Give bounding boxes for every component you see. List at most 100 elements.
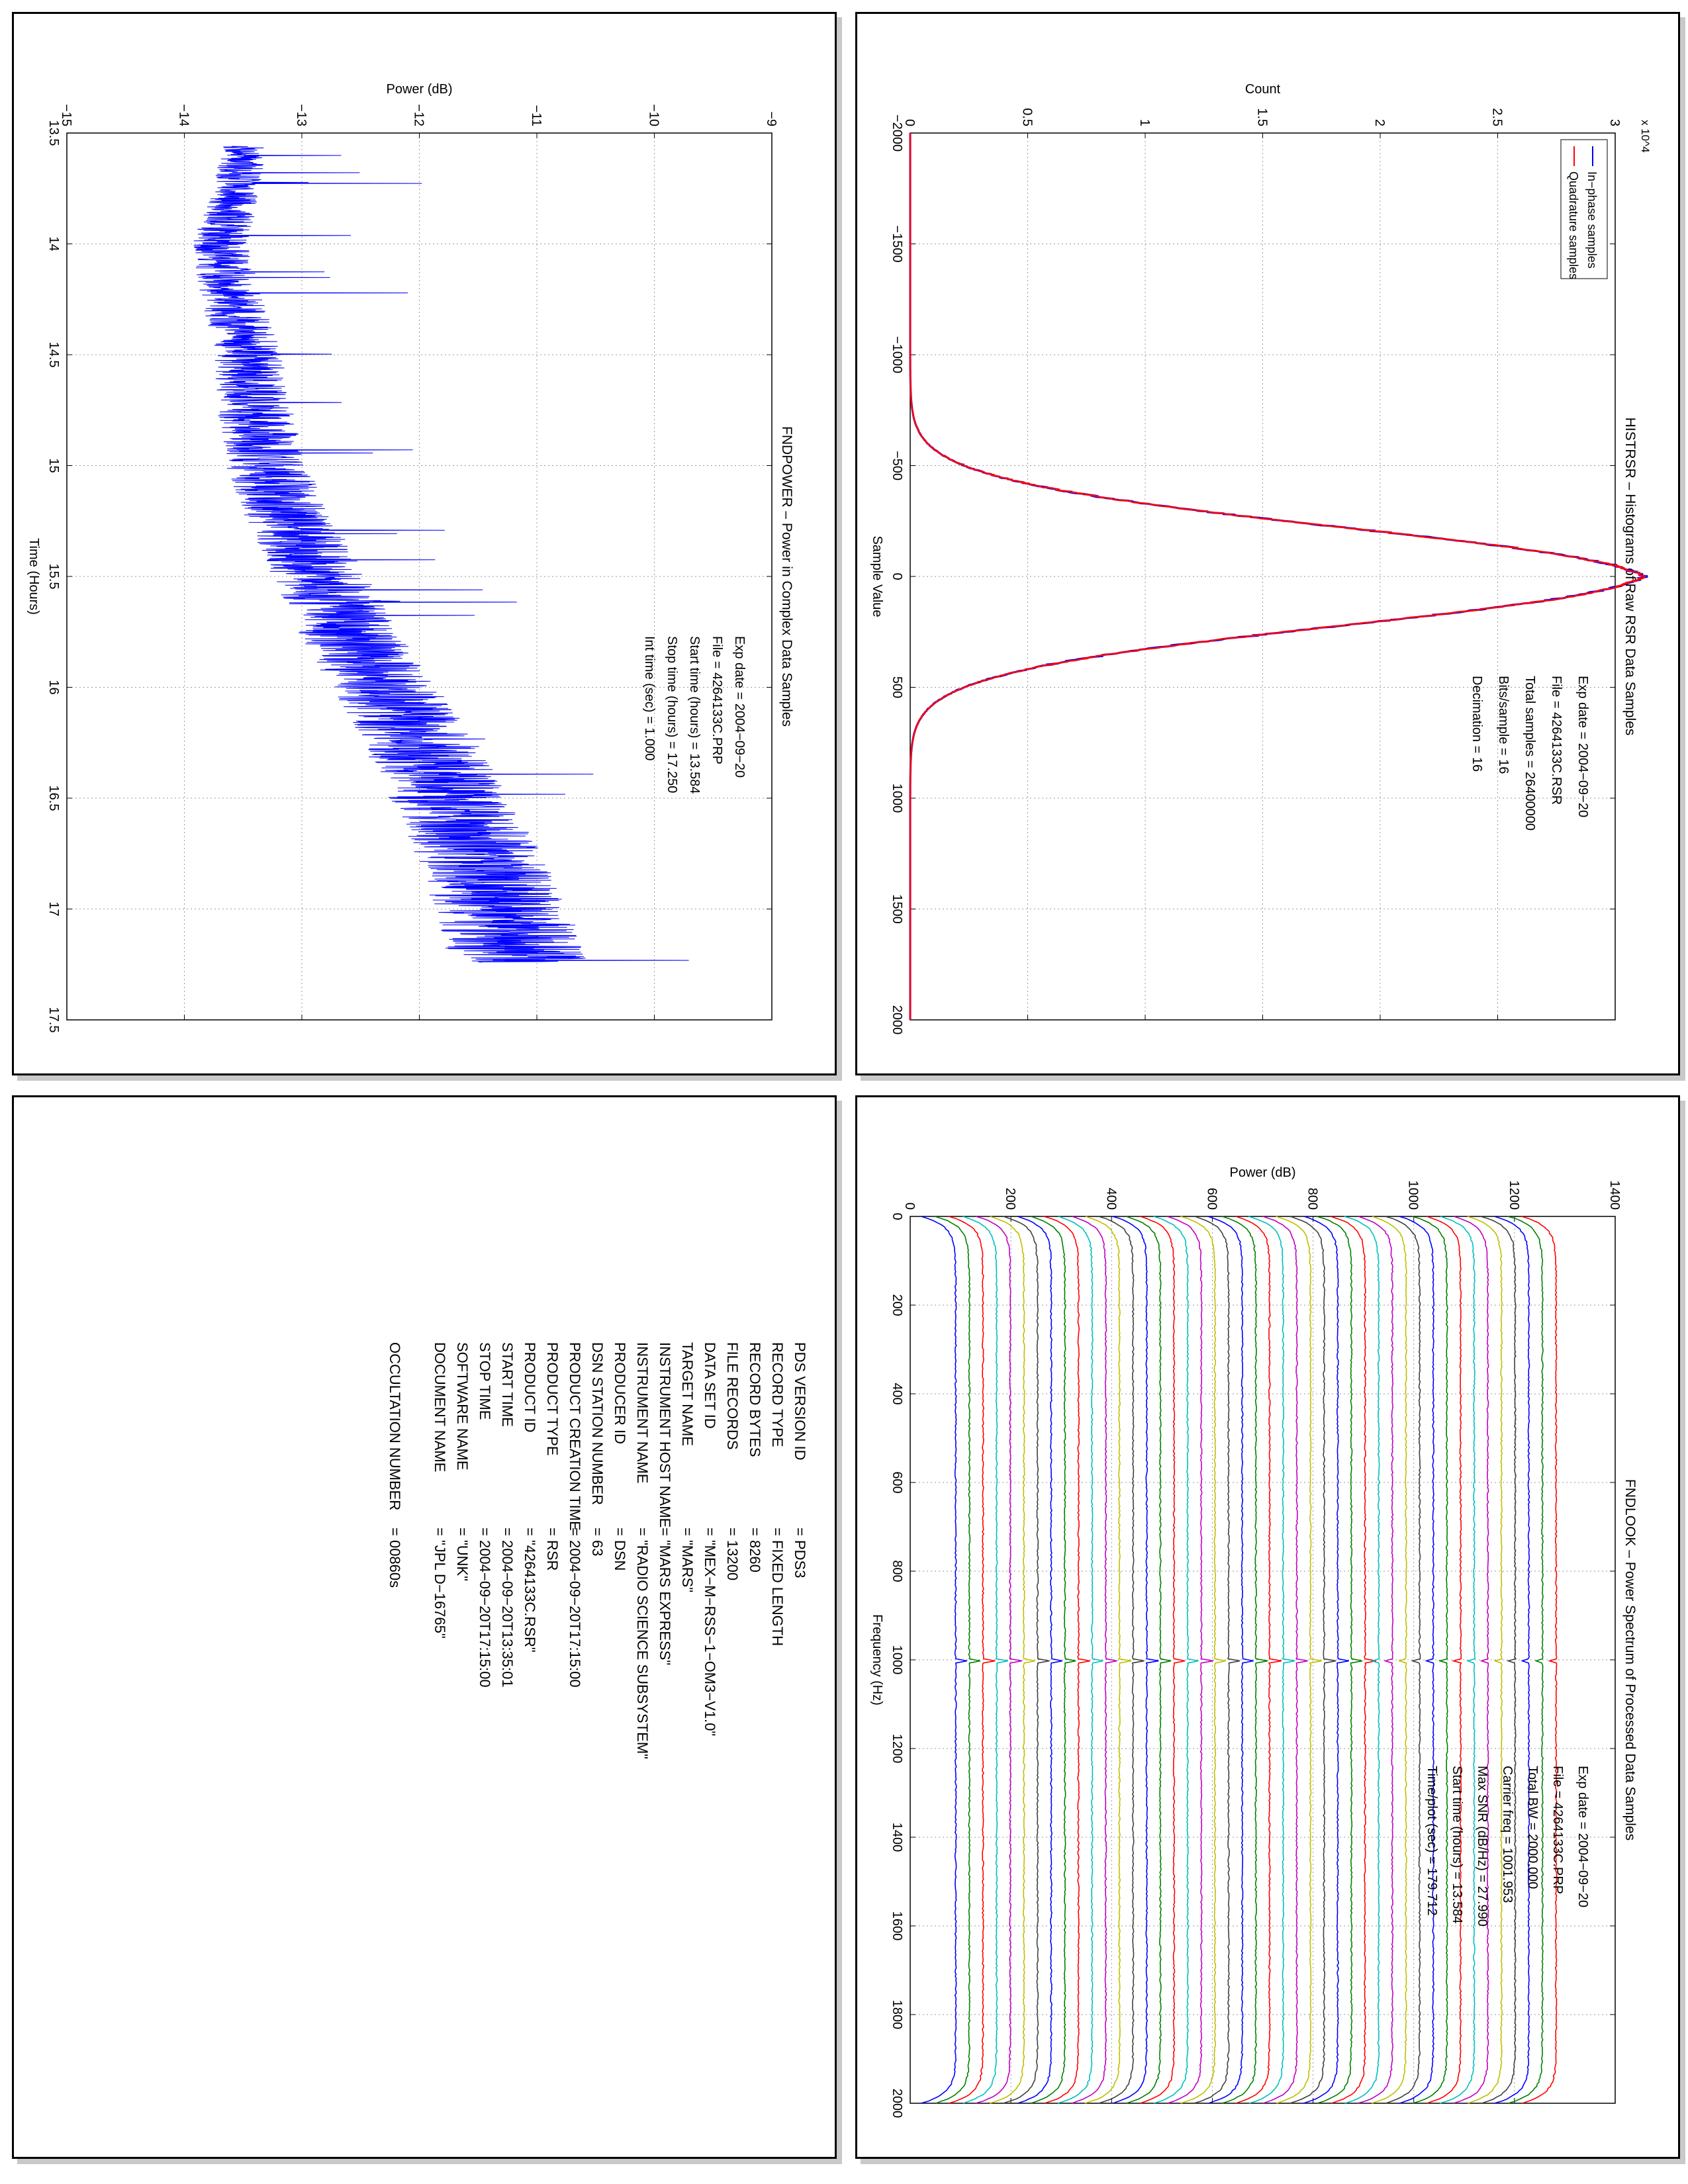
label-key: DOCUMENT NAME bbox=[432, 1342, 448, 1473]
label-value: = 2004−09−20T17:15:00 bbox=[567, 1527, 583, 1688]
label-key: INSTRUMENT HOST NAME bbox=[657, 1342, 673, 1528]
x-tick-label: 15 bbox=[46, 458, 61, 473]
y-tick-label: 1 bbox=[1137, 119, 1152, 126]
label-key: STOP TIME bbox=[477, 1342, 493, 1420]
annotation-text: File = 4264133C.PRP bbox=[1550, 1766, 1565, 1894]
spectrum-trace bbox=[1207, 1216, 1254, 2104]
spectrum-trace bbox=[1289, 1216, 1336, 2104]
annotation-text: File = 4264133C.RSR bbox=[1549, 676, 1564, 805]
label-key: PDS VERSION ID bbox=[792, 1342, 808, 1461]
y-tick-label: 0.5 bbox=[1020, 108, 1035, 126]
spectrum-trace bbox=[1221, 1216, 1268, 2104]
label-value: = 13200 bbox=[724, 1527, 741, 1581]
y-tick-label: 3 bbox=[1607, 119, 1622, 126]
spectrum-trace bbox=[1031, 1216, 1076, 2104]
y-tick-label: −10 bbox=[647, 104, 661, 126]
x-axis-label: Time (Hours) bbox=[26, 538, 41, 615]
spectrum-trace bbox=[1412, 1216, 1448, 2104]
spectrum-trace bbox=[1316, 1216, 1363, 2104]
spectrum-trace bbox=[1399, 1216, 1435, 2104]
annotation-text: Start time (hours) = 13.584 bbox=[1450, 1766, 1464, 1923]
plot-frame bbox=[910, 132, 1616, 1021]
spectrum-trace bbox=[1084, 1216, 1131, 2104]
y-tick-label: 800 bbox=[1305, 1188, 1320, 1210]
annotation-text: Total BW = 2000.000 bbox=[1525, 1766, 1540, 1889]
spectrum-trace bbox=[1167, 1216, 1213, 2104]
spectrum-trace bbox=[935, 1216, 981, 2104]
y-tick-label: −13 bbox=[294, 104, 308, 126]
x-tick-label: 1000 bbox=[890, 1645, 904, 1675]
fndpower-panel: 13.5 14 14.5 15 15.5 16 16.5 17 17.5 −15 −14 −13 −12… bbox=[12, 12, 837, 1075]
annotation-text: Carrier freq = 1001.953 bbox=[1500, 1766, 1515, 1903]
spectrum-trace bbox=[1357, 1216, 1394, 2104]
spectrum-trace bbox=[1494, 1216, 1530, 2104]
spectrum-trace bbox=[1344, 1216, 1380, 2104]
label-sheet: PDS VERSION ID = PDS3 RECORD TYPE = FIXED L… bbox=[14, 1097, 835, 2156]
label-key: INSTRUMENT NAME bbox=[634, 1342, 651, 1484]
legend-box bbox=[1560, 139, 1608, 279]
spectrum-trace bbox=[920, 1216, 968, 2104]
label-key: START TIME bbox=[499, 1342, 516, 1427]
plot-frame bbox=[66, 132, 773, 1021]
y-tick-label: 2 bbox=[1372, 119, 1387, 126]
label-value: = 2004−09−20T13:35:01 bbox=[499, 1527, 516, 1688]
annotation-text: Max SNR (dB/Hz) = 27.990 bbox=[1475, 1766, 1489, 1927]
y-tick-label: −12 bbox=[412, 104, 426, 126]
spectrum-trace bbox=[1453, 1216, 1489, 2104]
x-tick-label: 600 bbox=[890, 1471, 904, 1493]
y-tick-label: −15 bbox=[59, 104, 73, 126]
label-value: = 63 bbox=[589, 1527, 606, 1557]
spectrum-trace bbox=[1043, 1216, 1090, 2104]
y-tick-label: 600 bbox=[1204, 1188, 1219, 1210]
spectrum-trace bbox=[1427, 1216, 1462, 2104]
spectrum-trace bbox=[1521, 1216, 1558, 2104]
label-value: = "JPL D−16765" bbox=[432, 1527, 448, 1639]
label-value: = 00860s bbox=[387, 1527, 403, 1588]
chart-title: HISTRSR – Histograms of Raw RSR Data Sam… bbox=[1622, 418, 1638, 736]
x-tick-label: −1000 bbox=[890, 336, 904, 373]
spectrum-trace bbox=[1180, 1216, 1226, 2104]
label-value: = 8260 bbox=[747, 1527, 763, 1572]
spectrum-trace bbox=[1385, 1216, 1421, 2104]
spectrum-trace bbox=[1330, 1216, 1376, 2104]
x-tick-label: 13.5 bbox=[46, 120, 61, 146]
spectrum-trace bbox=[1017, 1216, 1062, 2104]
x-tick-label: 1800 bbox=[890, 2000, 904, 2030]
x-tick-label: 16 bbox=[46, 680, 61, 694]
spectrum-trace bbox=[1003, 1216, 1050, 2104]
label-value: = 2004−09−20T17:15:00 bbox=[477, 1527, 493, 1688]
histrsr-chart: −2000 −1500 −1000 −500 0 500 1000 1500 2000 0 0.5 1… bbox=[870, 82, 1652, 1035]
spectrum-trace bbox=[948, 1216, 996, 2104]
y-multiplier: x 10^4 bbox=[1639, 120, 1652, 153]
label-key: DSN STATION NUMBER bbox=[589, 1342, 606, 1506]
x-tick-label: 2000 bbox=[890, 1005, 904, 1035]
power-series-line bbox=[193, 146, 689, 963]
label-key: OCCULTATION NUMBER bbox=[387, 1342, 403, 1511]
x-tick-label: 200 bbox=[890, 1294, 904, 1316]
spectrum-trace bbox=[1098, 1216, 1145, 2104]
y-axis-label: Power (dB) bbox=[1229, 1165, 1295, 1180]
x-tick-label: 1000 bbox=[890, 784, 904, 813]
spectrum-trace bbox=[1153, 1216, 1199, 2104]
label-key: SOFTWARE NAME bbox=[454, 1342, 471, 1471]
label-sheet-panel: PDS VERSION ID = PDS3 RECORD TYPE = FIXED L… bbox=[12, 1095, 837, 2159]
legend-label: Quadrature samples bbox=[1567, 171, 1580, 279]
label-value: = "4264133C.RSR" bbox=[522, 1527, 538, 1653]
y-axis-label: Power (dB) bbox=[386, 82, 452, 97]
label-key: PRODUCT CREATION TIME bbox=[567, 1342, 583, 1531]
label-key: PRODUCT ID bbox=[522, 1342, 538, 1433]
spectrum-trace bbox=[1112, 1216, 1159, 2104]
x-tick-label: 17 bbox=[46, 901, 61, 916]
y-tick-label: 1200 bbox=[1507, 1181, 1521, 1210]
histogram-series-line bbox=[909, 133, 1648, 1020]
spectrum-trace bbox=[1439, 1216, 1476, 2104]
y-tick-label: 0 bbox=[902, 119, 917, 126]
x-tick-label: 500 bbox=[890, 676, 904, 698]
spectrum-trace bbox=[975, 1216, 1022, 2104]
y-tick-label: 0 bbox=[902, 1203, 917, 1210]
x-tick-label: 16.5 bbox=[46, 786, 61, 811]
annotation-text: Decimation = 16 bbox=[1470, 676, 1484, 772]
x-tick-label: 800 bbox=[890, 1560, 904, 1582]
label-value: = "MEX−M−RSS−1−OM3−V1.0" bbox=[702, 1527, 718, 1737]
spectrum-trace bbox=[1262, 1216, 1308, 2104]
